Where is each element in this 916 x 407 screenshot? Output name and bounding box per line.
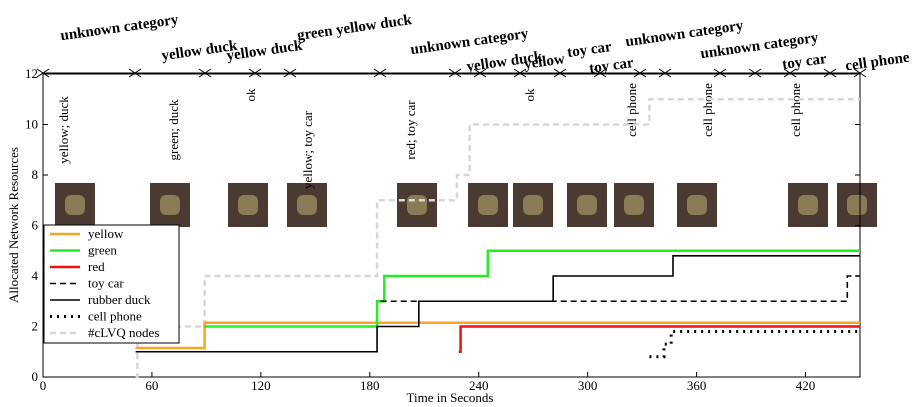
legend-label: cell phone	[88, 309, 142, 324]
y-tick-label: 12	[25, 66, 38, 81]
series-line	[649, 332, 860, 357]
vertical-label: cell phone	[788, 83, 803, 137]
x-tick-label: 120	[251, 378, 271, 393]
y-tick-label: 6	[32, 218, 39, 233]
vertical-label: green; duck	[166, 99, 181, 161]
series-line	[136, 256, 860, 352]
thumbnail-object	[847, 195, 867, 215]
x-tick-label: 0	[40, 378, 47, 393]
x-tick-label: 240	[469, 378, 489, 393]
thumbnail-object	[798, 195, 818, 215]
top-label: unknown category	[60, 12, 180, 44]
x-tick-label: 360	[687, 378, 707, 393]
thumbnail-object	[297, 195, 317, 215]
vertical-label: yellow; toy car	[300, 110, 315, 189]
y-tick-label: 0	[32, 369, 39, 384]
thumbnail-object	[687, 195, 707, 215]
thumbnail-object	[160, 195, 180, 215]
x-tick-label: 180	[360, 378, 380, 393]
legend-label: toy car	[88, 276, 124, 291]
y-axis-label: Allocated Network Resources	[6, 147, 21, 303]
thumbnail-object	[407, 195, 427, 215]
legend-label: #cLVQ nodes	[88, 325, 159, 340]
legend-label: yellow	[88, 226, 124, 241]
chart: Time in Seconds Allocated Network Resour…	[0, 0, 916, 407]
thumbnail-object	[624, 195, 644, 215]
x-tick-label: 420	[796, 378, 816, 393]
vertical-label: cell phone	[700, 83, 715, 137]
thumbnail-object	[65, 195, 85, 215]
thumbnail-object	[577, 195, 597, 215]
top-label: green yellow duck	[296, 12, 413, 44]
x-tick-label: 300	[578, 378, 598, 393]
top-label: yellow duck	[226, 38, 304, 65]
series-line	[381, 276, 860, 301]
series-line	[136, 99, 860, 377]
top-label: cell phone	[844, 50, 911, 75]
top-label: toy car	[781, 51, 828, 73]
legend-label: green	[88, 243, 117, 258]
y-tick-label: 2	[32, 319, 39, 334]
vertical-label: ok	[522, 88, 537, 102]
legend-label: rubber duck	[88, 292, 151, 307]
thumbnail-object	[523, 195, 543, 215]
vertical-label: cell phone	[624, 83, 639, 137]
vertical-label: yellow; duck	[56, 96, 71, 164]
thumbnail-object	[238, 195, 258, 215]
y-tick-label: 10	[25, 117, 38, 132]
x-tick-label: 60	[145, 378, 158, 393]
vertical-label: ok	[243, 88, 258, 102]
thumbnail-object	[478, 195, 498, 215]
series-line	[205, 251, 860, 327]
vertical-label: red; toy car	[403, 100, 418, 160]
legend-label: red	[88, 259, 105, 274]
y-tick-label: 8	[32, 167, 39, 182]
y-tick-label: 4	[32, 268, 39, 283]
